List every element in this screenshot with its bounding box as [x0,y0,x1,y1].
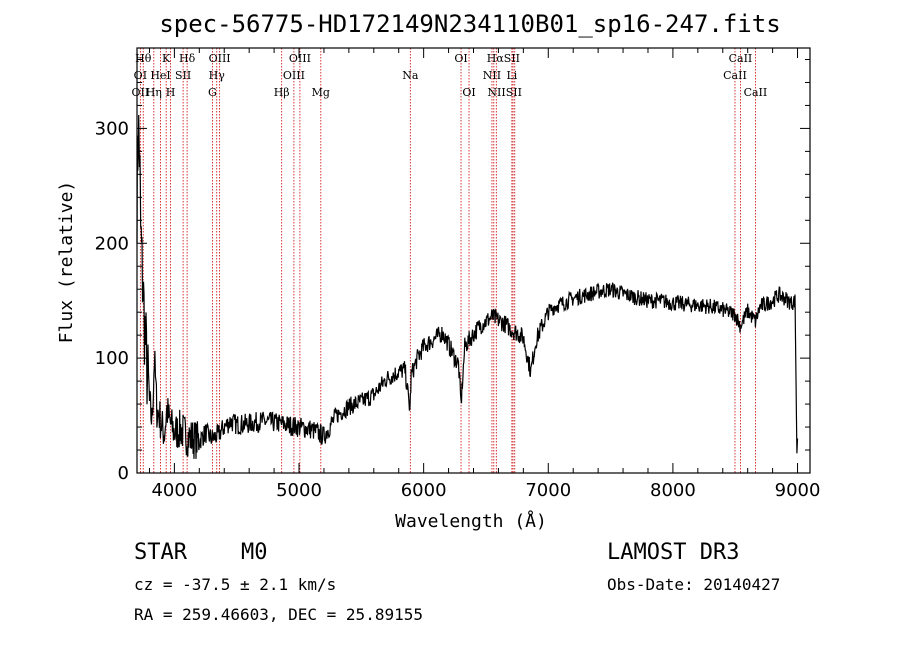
x-tick-label: 7000 [525,480,571,501]
emission-line-label: Hη [146,86,162,99]
emission-line-label: Hδ [179,52,196,65]
emission-line-label: H [166,86,176,99]
emission-line-label: OII [132,86,150,99]
y-axis-label: Flux (relative) [56,181,77,344]
x-tick-label: 4000 [151,480,197,501]
emission-line-label: OI [454,52,467,65]
spectrum-series-line [136,114,799,459]
x-axis-label: Wavelength (Å) [395,510,547,532]
emission-line-label: HαSII [487,52,520,65]
emission-line-markers [139,48,756,473]
velocity-label: cz = -37.5 ± 2.1 km/s [134,575,337,594]
obs-date-label: Obs-Date: 20140427 [607,575,781,594]
y-tick-label: 200 [95,233,129,254]
emission-line-label: SII [175,69,191,82]
emission-line-label: OI [462,86,475,99]
y-tick-label: 100 [95,348,129,369]
survey-label: LAMOST DR3 [607,540,740,565]
emission-line-label: K [162,52,171,65]
emission-line-label: HeI [150,69,170,82]
emission-line-label: Hβ [274,86,290,99]
emission-line-label: OIII [209,52,231,65]
x-tick-label: 6000 [401,480,447,501]
emission-line-label: Hγ [209,69,226,82]
plot-frame [136,47,811,474]
emission-line-label: NII [483,69,501,82]
y-tick-label: 300 [95,118,129,139]
coordinates-label: RA = 259.46603, DEC = 25.89155 [134,605,423,624]
emission-line-label: OIII [289,52,311,65]
emission-line-label: Li [506,69,517,82]
emission-line-label: NIISII [487,86,522,99]
x-tick-label: 9000 [775,480,821,501]
emission-line-label: Na [402,69,419,82]
y-tick-label: 0 [118,463,129,484]
emission-line-label: Hθ [135,52,152,65]
emission-line-label: CaII [729,52,753,65]
emission-line-label: CaII [723,69,747,82]
emission-line-label: CaII [744,86,768,99]
subclass-label: M0 [241,540,268,565]
x-tick-label: 8000 [650,480,696,501]
emission-line-label: OIII [283,69,305,82]
object-class-label: STAR [134,540,187,565]
emission-line-label: G [208,86,217,99]
emission-line-label: Mg [312,86,330,99]
emission-line-label: OI [134,69,147,82]
chart-title: spec-56775-HD172149N234110B01_sp16-247.f… [159,10,780,38]
x-axis-ticks: 4000 5000 6000 7000 8000 9000 [148,48,821,501]
x-tick-label: 5000 [276,480,322,501]
y-axis-ticks: 0 100 200 300 [95,58,810,484]
